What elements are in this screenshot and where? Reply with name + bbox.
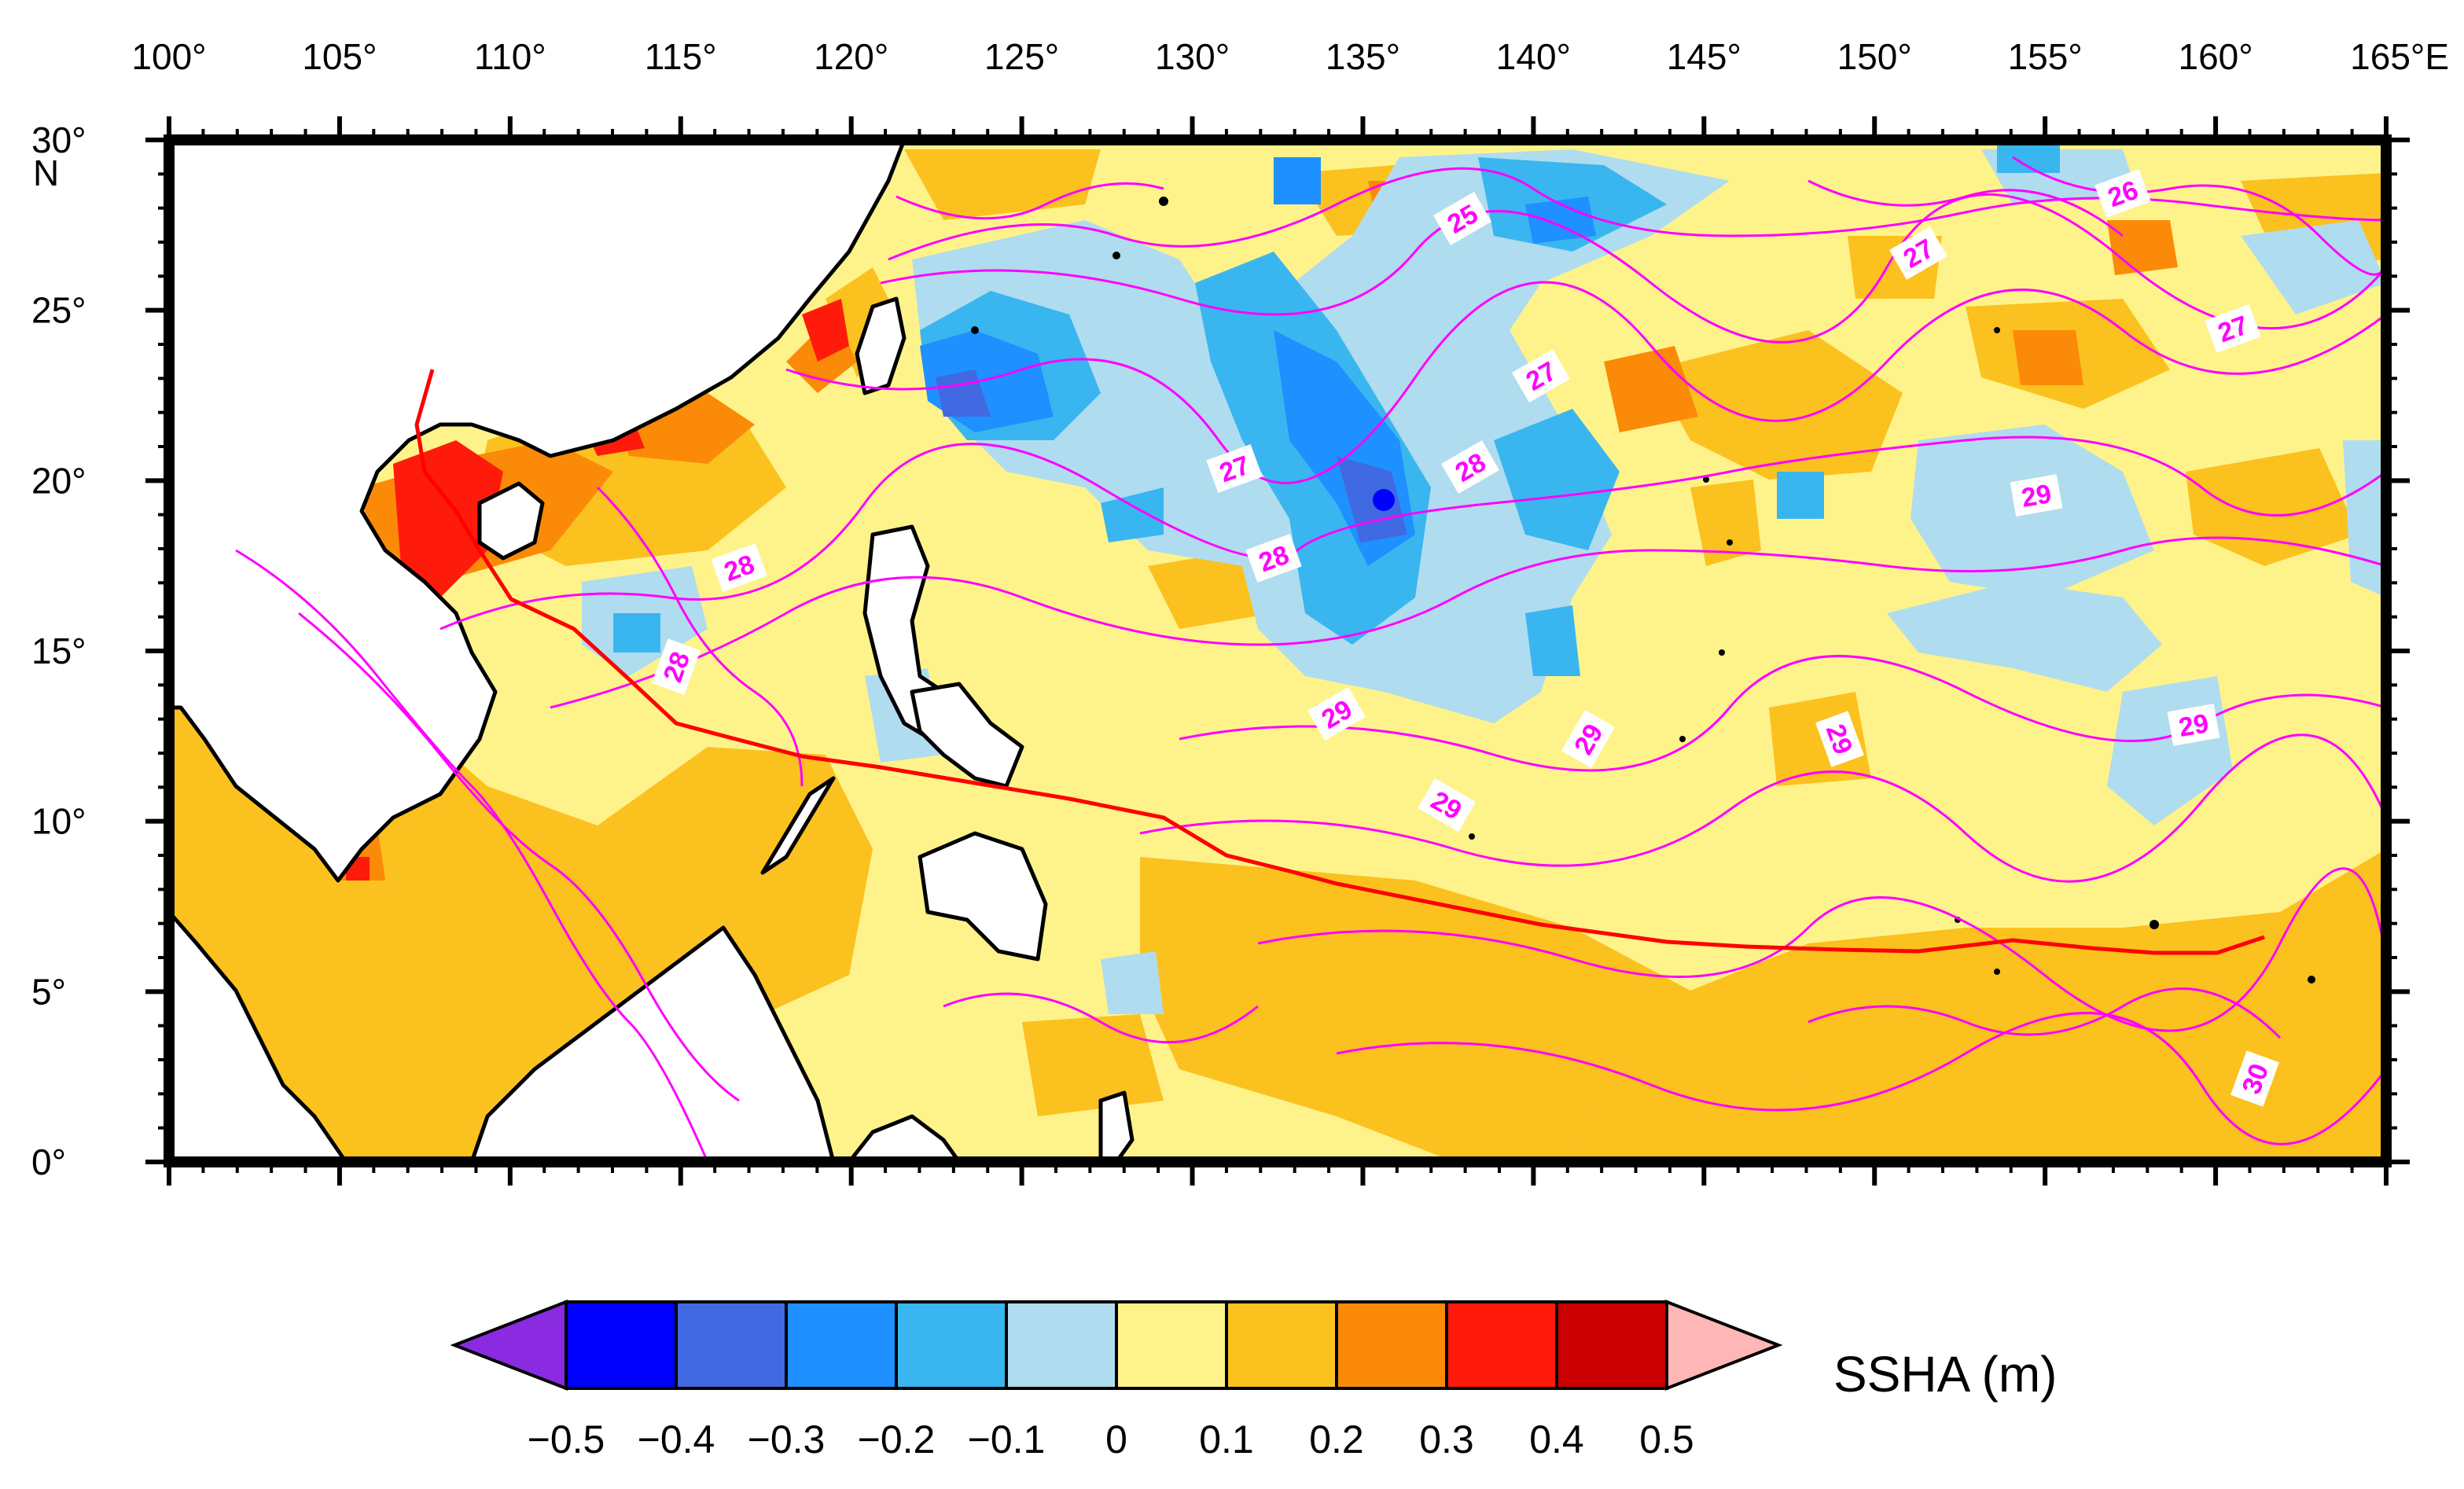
colorbar-high-extend (1665, 1300, 1783, 1391)
contour-label: 29 (2167, 704, 2220, 746)
longitude-labels: 100° 105° 110° 115° 120° 125° 130° 135° 140° 145°… (131, 36, 2449, 77)
colorbar-swatch (675, 1300, 788, 1390)
contour-label: 27 (2205, 304, 2261, 353)
colorbar-tick-label: 0.5 (1639, 1417, 1694, 1461)
palawan-island (760, 776, 836, 875)
colorbar-low-extend (450, 1300, 568, 1391)
colorbar-swatch (1115, 1300, 1228, 1390)
contour-label: 27 (1206, 444, 1263, 493)
colorbar-tick-label: −0.1 (968, 1417, 1046, 1461)
contour-label: 26 (2094, 169, 2151, 218)
colorbar-tick-label: 0.2 (1309, 1417, 1364, 1461)
latitude-labels: 0° 5° 10° 15° 20° 25° 30° (31, 119, 86, 1182)
latitude-hemisphere-label: N (33, 153, 59, 193)
lon-label: 120° (814, 36, 888, 77)
map-field (169, 140, 2386, 1162)
lon-label: 110° (474, 36, 546, 77)
colorbar-tick-label: −0.3 (748, 1417, 826, 1461)
halmahera (1098, 1090, 1135, 1162)
lat-label: 25° (31, 290, 86, 331)
contour-label-text: 29 (2176, 708, 2211, 743)
colorbar-swatch (1445, 1300, 1558, 1390)
colorbar-swatch (1005, 1300, 1118, 1390)
colorbar-swatch (785, 1300, 898, 1390)
lon-label: 130° (1155, 36, 1230, 77)
lon-label: 160° (2178, 36, 2253, 77)
colorbar-tick-label: 0.3 (1419, 1417, 1474, 1461)
sulawesi-north (847, 1114, 962, 1162)
lon-label: 125° (984, 36, 1059, 77)
colorbar-title: SSHA (m) (1833, 1346, 2057, 1403)
lon-label: 140° (1496, 36, 1571, 77)
colorbar-swatch (1335, 1300, 1448, 1390)
lon-label: 100° (131, 36, 206, 77)
contour-label: 28 (652, 638, 701, 695)
typhoon-track (414, 369, 2265, 955)
contour-label-text: 29 (2019, 479, 2054, 513)
colorbar-swatch (895, 1300, 1008, 1390)
contour-label: 29 (2010, 474, 2063, 517)
lat-label: 30° (31, 119, 86, 160)
malay-peninsula (169, 910, 348, 1162)
mainland-asia (169, 140, 907, 883)
ssha-minimum (1373, 489, 1395, 511)
lon-label: 135° (1326, 36, 1400, 77)
lon-label: 150° (1837, 36, 1912, 77)
lon-label: 105° (302, 36, 377, 77)
contour-label: 28 (1245, 534, 1302, 583)
colorbar-tick-label: −0.2 (858, 1417, 936, 1461)
colorbar-swatch (565, 1300, 678, 1390)
contour-label: 30 (2230, 1050, 2279, 1107)
contour-label: 29 (1815, 711, 1864, 767)
lon-label: 155° (2008, 36, 2083, 77)
hainan-island (477, 481, 545, 561)
taiwan-island (855, 296, 907, 395)
land-masses (169, 140, 1135, 1162)
colorbar-tick-label: 0.4 (1529, 1417, 1584, 1461)
colorbar-tick-label: 0 (1105, 1417, 1127, 1461)
lat-label: 20° (31, 460, 86, 501)
small-islands (971, 197, 2315, 983)
colorbar-swatch (1555, 1300, 1668, 1390)
visayas-islands (910, 682, 1024, 789)
lat-label: 0° (31, 1142, 66, 1182)
colorbar-tick-label: 0.1 (1199, 1417, 1254, 1461)
borneo-island (469, 925, 836, 1162)
lon-label: 165°E (2350, 36, 2449, 77)
axis-ticks (145, 116, 2410, 1186)
lat-label: 10° (31, 801, 86, 842)
mindanao-island (918, 831, 1048, 961)
colorbar: −0.5 −0.4 −0.3 −0.2 −0.1 0 0.1 0.2 0.3 0.4 0.5 (450, 1300, 1783, 1461)
contour-label: 28 (711, 543, 767, 592)
colorbar-tick-label: −0.5 (528, 1417, 605, 1461)
colorbar-swatch (1225, 1300, 1338, 1390)
lat-label: 15° (31, 631, 86, 671)
lon-label: 115° (645, 36, 717, 77)
lat-label: 5° (31, 971, 66, 1012)
lon-label: 145° (1667, 36, 1741, 77)
colorbar-tick-label: −0.4 (638, 1417, 715, 1461)
